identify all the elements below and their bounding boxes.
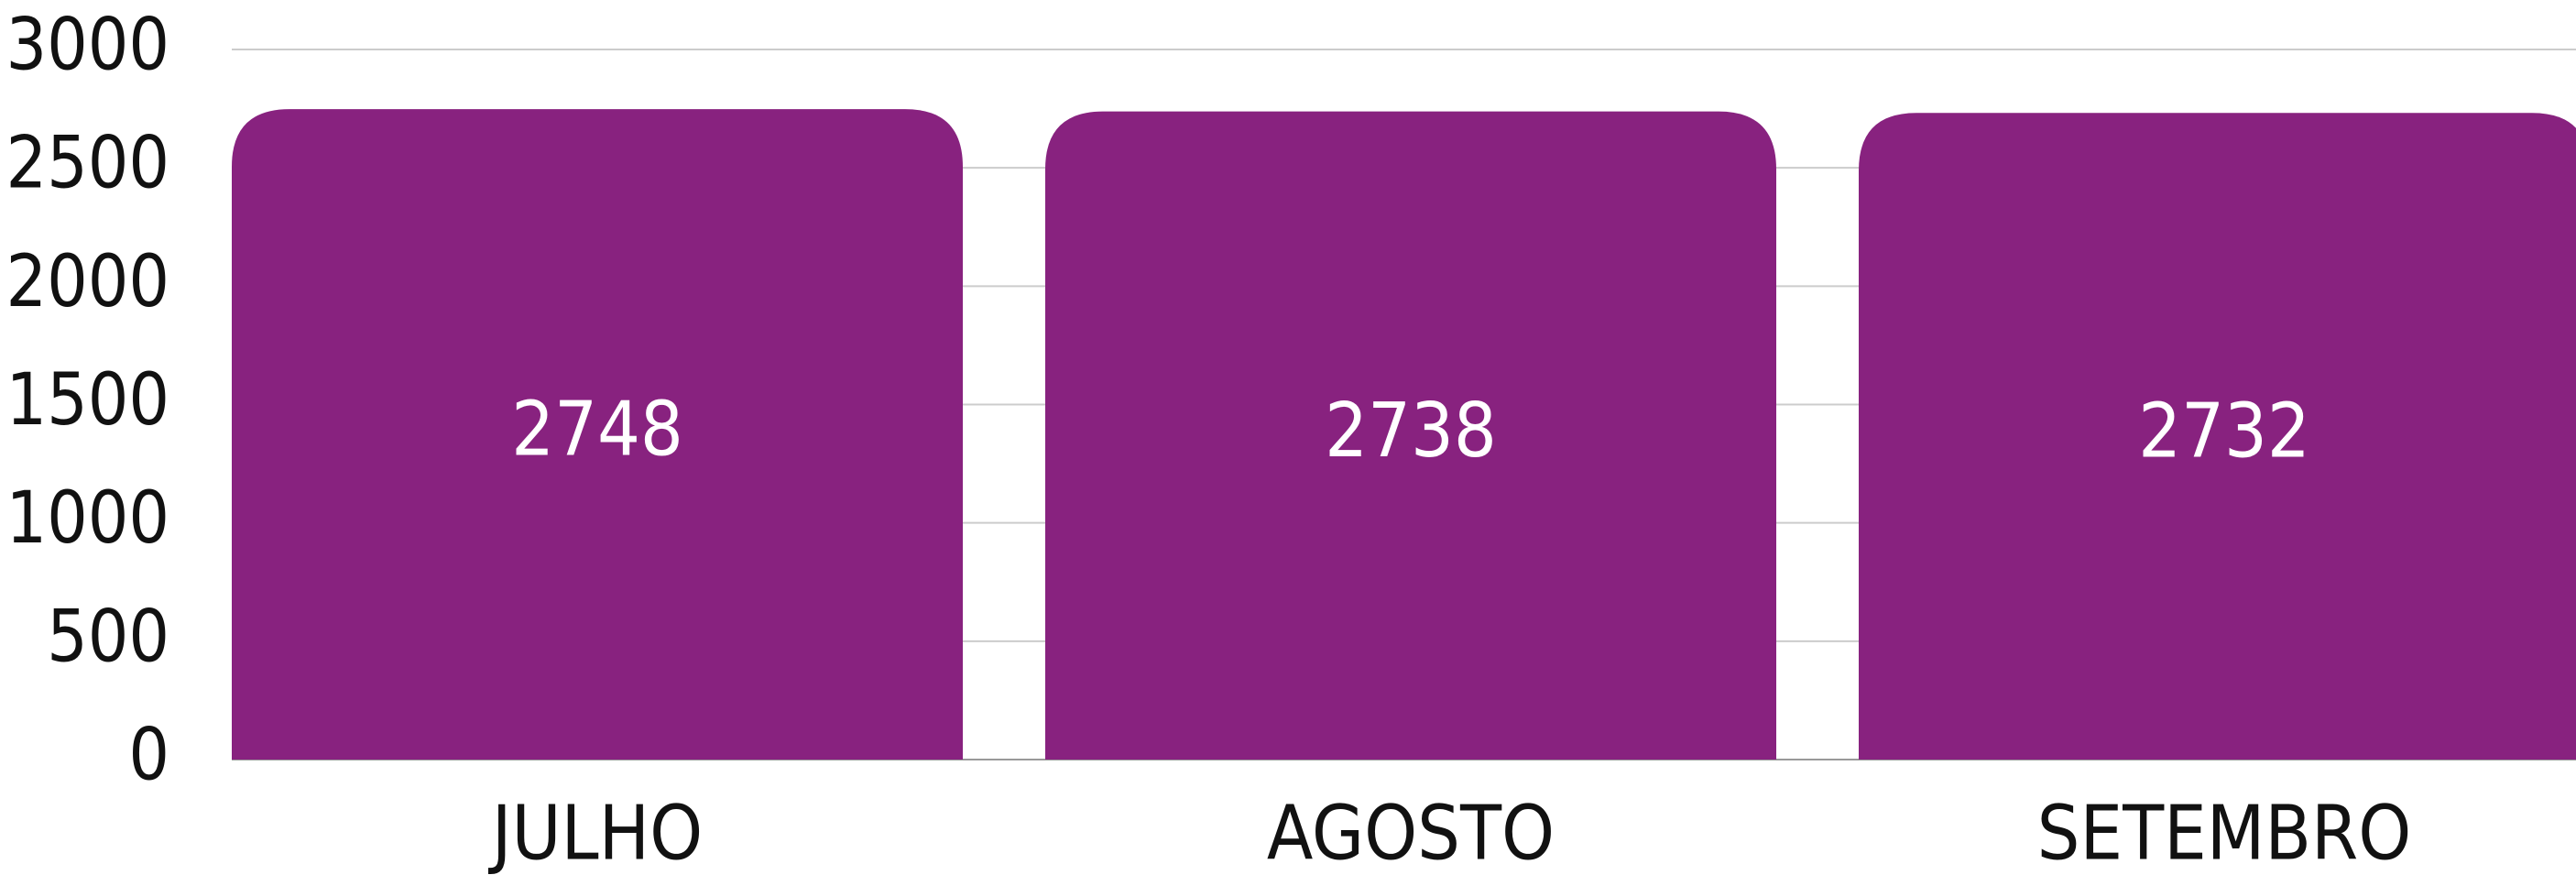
- x-tick-label: SETEMBRO: [2037, 790, 2412, 877]
- y-tick-label: 1000: [5, 477, 169, 560]
- y-tick-label: 500: [47, 596, 169, 678]
- value-label: 2732: [2138, 388, 2310, 476]
- y-tick-label: 2500: [5, 123, 169, 205]
- y-tick-label: 3000: [5, 4, 169, 86]
- bar: [232, 109, 963, 760]
- x-tick-label: JULHO: [488, 790, 703, 877]
- value-label: 2748: [511, 387, 683, 474]
- x-tick-label: AGOSTO: [1267, 790, 1555, 877]
- y-tick-label: 1500: [5, 359, 169, 442]
- y-tick-label: 0: [128, 714, 169, 796]
- bar: [1859, 113, 2576, 760]
- bar: [1045, 111, 1776, 760]
- value-label: 2738: [1325, 388, 1497, 475]
- y-tick-label: 2000: [5, 241, 169, 323]
